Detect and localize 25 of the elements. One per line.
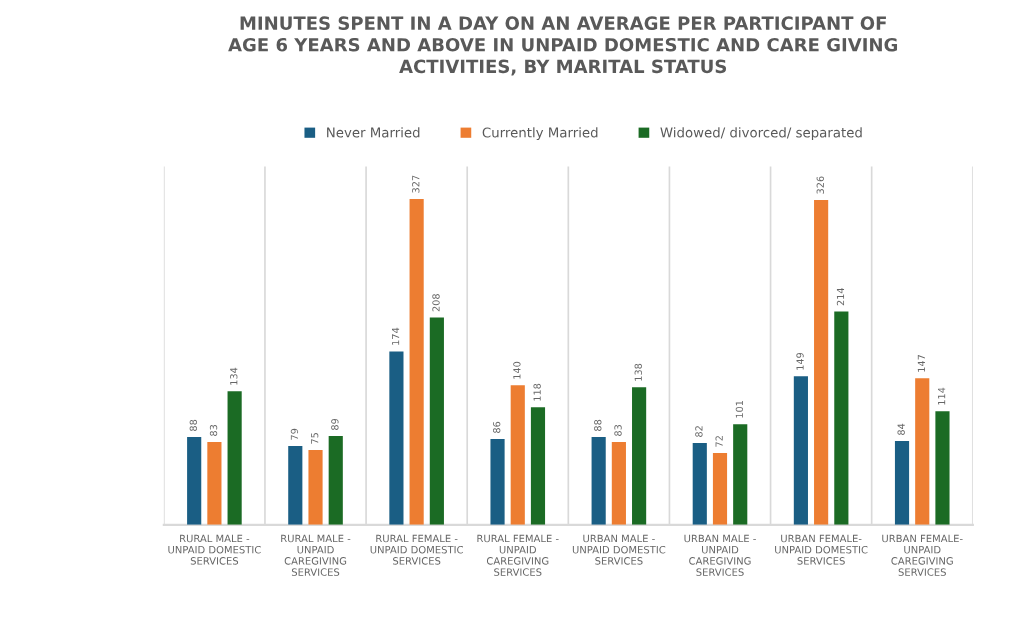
bar <box>429 317 444 525</box>
bar <box>834 311 849 525</box>
bar <box>510 385 525 525</box>
bar <box>712 453 728 525</box>
bar <box>591 437 606 525</box>
bar <box>328 436 343 525</box>
bar <box>207 442 222 525</box>
bar <box>793 376 808 525</box>
bar <box>733 424 748 525</box>
chart-title: MINUTES SPENT IN A DAY ON AN AVERAGE PER PARTICIPANT OF AGE 6 YEARS AND ABOVE IN UNPAID DOMESTIC AND CARE GIVING ACTIVITIES, BY MARITAL STATUS <box>228 16 898 76</box>
bar <box>935 411 950 525</box>
bar <box>227 391 242 525</box>
bar <box>288 446 303 525</box>
bar <box>692 443 707 525</box>
bar <box>611 442 626 525</box>
bar <box>389 351 404 525</box>
bar <box>308 450 323 525</box>
bar <box>894 441 910 525</box>
bar <box>915 378 930 525</box>
bar <box>187 437 202 525</box>
bar <box>530 407 546 525</box>
bar <box>814 199 829 525</box>
bar <box>490 439 505 525</box>
bar <box>409 198 424 525</box>
bar <box>632 387 647 525</box>
